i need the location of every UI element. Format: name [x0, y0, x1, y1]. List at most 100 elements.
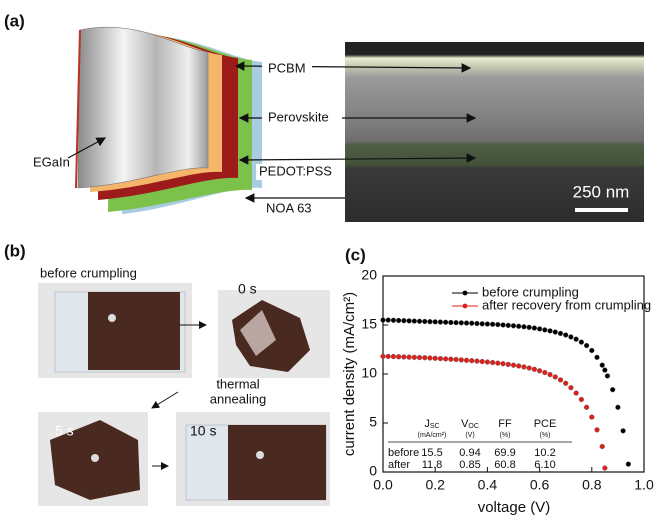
data-point	[480, 359, 485, 364]
data-point	[428, 319, 433, 324]
data-point	[386, 318, 391, 323]
data-point	[516, 324, 521, 329]
data-point	[454, 320, 459, 325]
data-point	[422, 355, 427, 360]
data-point	[475, 359, 480, 364]
data-point	[433, 356, 438, 361]
data-point	[407, 355, 412, 360]
data-point	[485, 322, 490, 327]
data-point	[616, 405, 621, 410]
data-point	[469, 321, 474, 326]
data-point	[417, 319, 422, 324]
data-point	[589, 415, 594, 420]
header-subscript: OC	[468, 423, 479, 430]
table-unit: (%)	[500, 432, 511, 439]
table-cell: 11.8	[422, 459, 443, 471]
y-tick-label: 5	[369, 414, 377, 430]
data-point	[401, 318, 406, 323]
data-point	[448, 320, 453, 325]
data-point	[464, 358, 469, 363]
data-point	[511, 323, 516, 328]
y-tick-label: 0	[369, 463, 377, 479]
data-point	[448, 357, 453, 362]
data-point	[428, 356, 433, 361]
data-point	[438, 320, 443, 325]
data-point	[569, 335, 574, 340]
panel-label: (c)	[345, 245, 366, 264]
data-point	[542, 328, 547, 333]
data-point	[480, 321, 485, 326]
table-header: JSC	[424, 418, 439, 430]
table-header: FF	[498, 418, 512, 430]
panel-label: (b)	[4, 241, 26, 260]
data-point	[569, 385, 574, 390]
data-point	[381, 318, 386, 323]
header-symbol: PCE	[534, 418, 557, 430]
data-point	[381, 354, 386, 359]
data-point	[501, 361, 506, 366]
data-point	[574, 337, 579, 342]
data-point	[506, 362, 511, 367]
table-cell: 0.94	[459, 447, 480, 459]
data-point	[605, 374, 610, 379]
data-point	[433, 319, 438, 324]
table-cell: 0.85	[459, 459, 480, 471]
y-tick-label: 20	[361, 267, 377, 283]
data-point	[595, 427, 600, 432]
data-point	[589, 348, 594, 353]
data-point	[626, 462, 631, 467]
x-tick-label: 0.0	[373, 477, 393, 493]
data-point	[558, 377, 563, 382]
header-subscript: SC	[430, 423, 440, 430]
data-point	[527, 366, 532, 371]
data-point	[542, 370, 547, 375]
data-point	[548, 372, 553, 377]
photo	[218, 290, 330, 378]
data-point	[469, 358, 474, 363]
x-tick-label: 0.8	[582, 477, 602, 493]
header-symbol: FF	[498, 418, 512, 430]
data-point	[600, 444, 605, 449]
data-point	[610, 387, 615, 392]
data-point	[584, 405, 589, 410]
data-point	[506, 323, 511, 328]
x-tick-label: 0.2	[425, 477, 445, 493]
caption: 0 s	[238, 281, 257, 297]
data-point	[407, 318, 412, 323]
data-point	[459, 357, 464, 362]
photo	[38, 283, 192, 378]
electrode-label: EGaIn	[33, 154, 70, 169]
data-point	[485, 360, 490, 365]
panel-label: (a)	[4, 11, 25, 30]
data-point	[459, 320, 464, 325]
caption: annealing	[210, 391, 266, 406]
data-point	[532, 367, 537, 372]
data-point	[391, 318, 396, 323]
data-point	[464, 321, 469, 326]
data-point	[443, 320, 448, 325]
caption: 5 s	[55, 423, 74, 439]
data-point	[501, 323, 506, 328]
data-point	[537, 368, 542, 373]
data-point	[522, 324, 527, 329]
data-point	[490, 322, 495, 327]
data-point	[417, 355, 422, 360]
arrow	[152, 392, 178, 408]
data-point	[454, 357, 459, 362]
x-axis-label: voltage (V)	[478, 499, 551, 516]
table-cell: 15.5	[421, 447, 442, 459]
y-tick-label: 15	[361, 316, 377, 332]
legend-label: after recovery from crumpling	[482, 297, 651, 312]
data-point	[553, 375, 558, 380]
caption: thermal	[216, 376, 259, 391]
data-point	[532, 326, 537, 331]
table-cell: 60.8	[494, 459, 515, 471]
data-point	[386, 354, 391, 359]
row-label: after	[388, 459, 410, 471]
table-cell: 6.10	[534, 459, 555, 471]
data-point	[412, 355, 417, 360]
data-point	[475, 321, 480, 326]
row-label: before	[388, 447, 419, 459]
data-point	[595, 355, 600, 360]
data-point	[396, 354, 401, 359]
